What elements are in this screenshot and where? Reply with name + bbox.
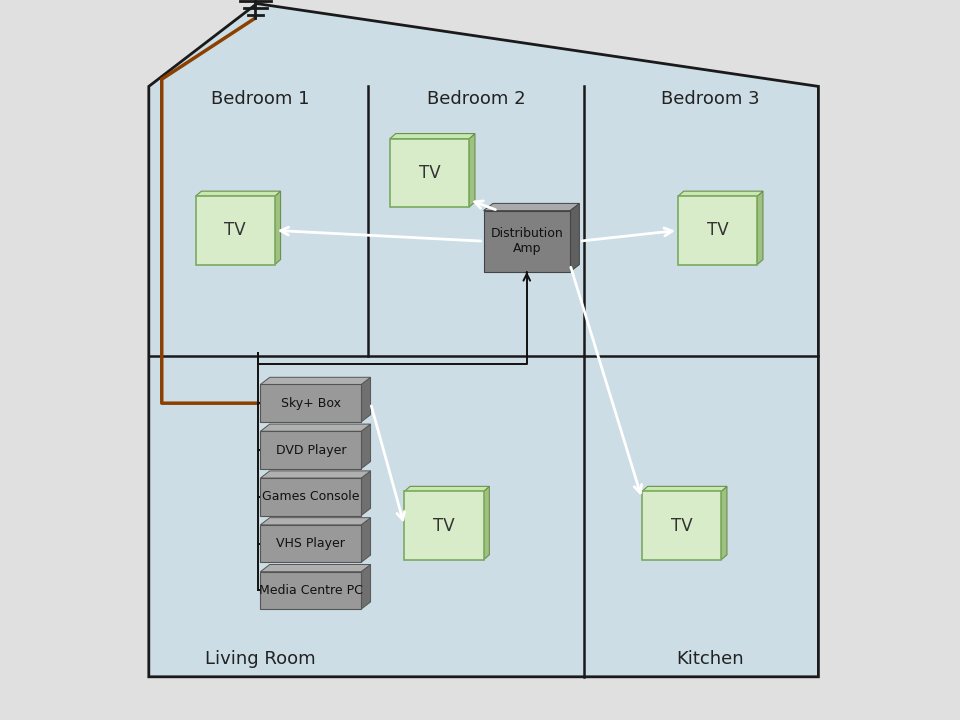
- Polygon shape: [260, 518, 371, 525]
- Polygon shape: [721, 487, 727, 560]
- FancyBboxPatch shape: [260, 525, 361, 562]
- Text: VHS Player: VHS Player: [276, 537, 346, 550]
- Text: Living Room: Living Room: [205, 650, 316, 668]
- FancyBboxPatch shape: [484, 211, 570, 271]
- Text: TV: TV: [419, 164, 441, 182]
- Text: DVD Player: DVD Player: [276, 444, 346, 456]
- Polygon shape: [404, 487, 490, 492]
- Polygon shape: [570, 204, 579, 271]
- FancyBboxPatch shape: [260, 478, 361, 516]
- FancyBboxPatch shape: [390, 139, 469, 207]
- Text: TV: TV: [225, 222, 246, 239]
- Text: Media Centre PC: Media Centre PC: [259, 584, 363, 597]
- Polygon shape: [678, 192, 763, 197]
- Text: Bedroom 1: Bedroom 1: [211, 90, 310, 108]
- FancyBboxPatch shape: [404, 492, 484, 560]
- Polygon shape: [361, 377, 371, 422]
- Text: TV: TV: [671, 517, 692, 534]
- Text: Bedroom 3: Bedroom 3: [661, 90, 759, 108]
- FancyBboxPatch shape: [260, 572, 361, 609]
- Polygon shape: [149, 4, 818, 677]
- Text: Distribution
Amp: Distribution Amp: [491, 228, 564, 255]
- FancyBboxPatch shape: [678, 197, 757, 265]
- Polygon shape: [361, 564, 371, 609]
- FancyBboxPatch shape: [260, 384, 361, 422]
- Text: Kitchen: Kitchen: [677, 650, 744, 668]
- Polygon shape: [275, 192, 280, 265]
- Text: TV: TV: [707, 222, 729, 239]
- Polygon shape: [469, 134, 475, 207]
- FancyBboxPatch shape: [196, 197, 275, 265]
- Polygon shape: [260, 564, 371, 572]
- Text: Games Console: Games Console: [262, 490, 360, 503]
- Polygon shape: [361, 471, 371, 516]
- Text: Bedroom 2: Bedroom 2: [427, 90, 526, 108]
- Polygon shape: [361, 424, 371, 469]
- Polygon shape: [196, 192, 280, 197]
- Polygon shape: [260, 471, 371, 478]
- Polygon shape: [390, 134, 475, 139]
- FancyBboxPatch shape: [260, 431, 361, 469]
- Polygon shape: [260, 377, 371, 384]
- Polygon shape: [484, 204, 579, 211]
- Text: Sky+ Box: Sky+ Box: [281, 397, 341, 410]
- Polygon shape: [484, 487, 490, 560]
- Text: TV: TV: [433, 517, 455, 534]
- Polygon shape: [260, 424, 371, 431]
- Polygon shape: [757, 192, 763, 265]
- FancyBboxPatch shape: [642, 492, 721, 560]
- Polygon shape: [361, 518, 371, 562]
- Polygon shape: [642, 487, 727, 492]
